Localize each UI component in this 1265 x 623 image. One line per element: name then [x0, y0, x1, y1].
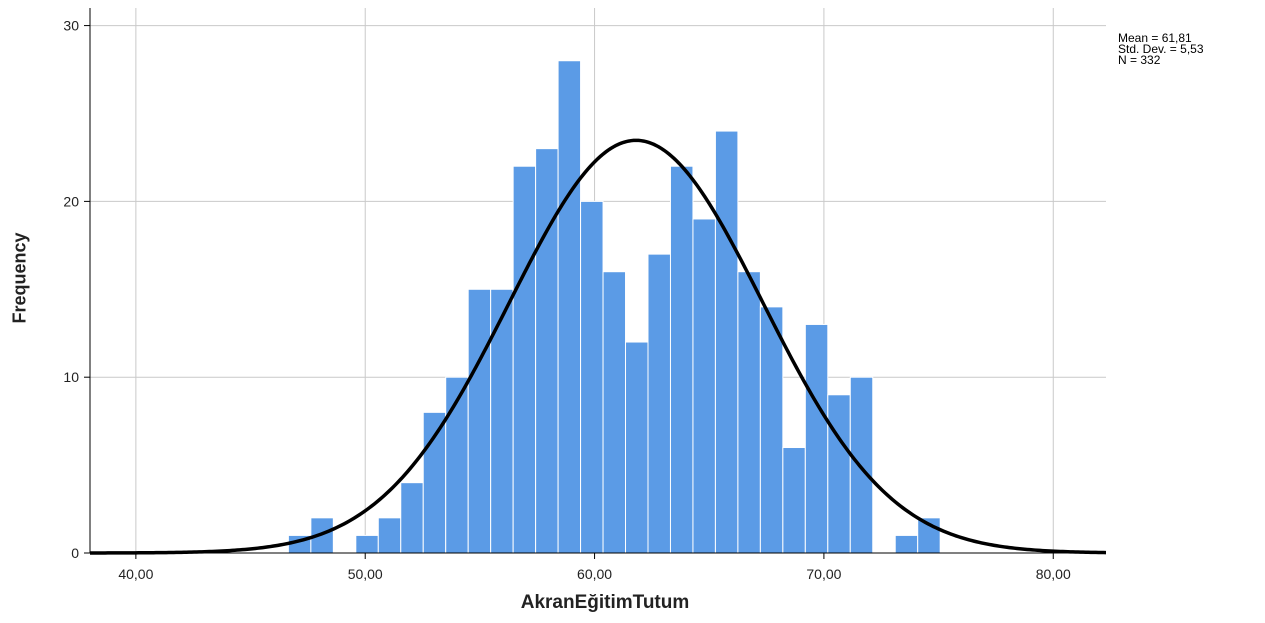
histogram-bar-20: [759, 306, 784, 554]
histogram-bar-4: [400, 482, 424, 554]
x-tick-label-4: 80,00: [1036, 566, 1071, 582]
stats-n: N = 332: [1118, 53, 1161, 67]
histogram-bar-9: [512, 165, 537, 554]
histogram-bar-17: [692, 218, 716, 554]
histogram-bar-16: [669, 165, 694, 554]
histogram-bar-15: [647, 253, 671, 554]
x-axis-label: AkranEğitimTutum: [520, 592, 690, 613]
histogram-bar-19: [737, 271, 761, 554]
x-tick-label-3: 70,00: [806, 566, 841, 582]
histogram-bar-12: [580, 200, 604, 554]
histogram-bar-22: [804, 323, 829, 554]
x-tick-label-0: 40,00: [118, 566, 153, 582]
histogram-bar-13: [602, 271, 627, 554]
stats-std-dev: Std. Dev. = 5,53: [1118, 42, 1204, 56]
stats-legend: Mean = 61,81 Std. Dev. = 5,53 N = 332: [1118, 31, 1204, 67]
normal-curve: [90, 138, 1107, 555]
x-tick-label-2: 60,00: [577, 566, 612, 582]
histogram-bar-3: [377, 517, 402, 554]
y-axis-label: Frequency: [9, 232, 30, 324]
histogram-bar-18: [714, 130, 739, 554]
histogram-bar-23: [827, 394, 851, 554]
y-tick-label-0: 0: [71, 545, 79, 561]
y-tick-label-2: 20: [63, 193, 79, 209]
histogram-bar-2: [355, 534, 379, 554]
y-tick-label-1: 10: [63, 369, 79, 385]
histogram-bar-11: [557, 60, 582, 554]
histogram-bar-10: [535, 148, 559, 554]
stats-mean: Mean = 61,81: [1118, 31, 1192, 45]
histogram-bar-14: [625, 341, 649, 554]
x-tick-label-1: 50,00: [348, 566, 383, 582]
histogram-bar-7: [467, 288, 492, 554]
y-tick-label-3: 30: [63, 18, 79, 34]
histogram-bar-21: [782, 447, 806, 554]
histogram-bar-25: [894, 534, 919, 554]
histogram-bar-24: [849, 376, 874, 554]
